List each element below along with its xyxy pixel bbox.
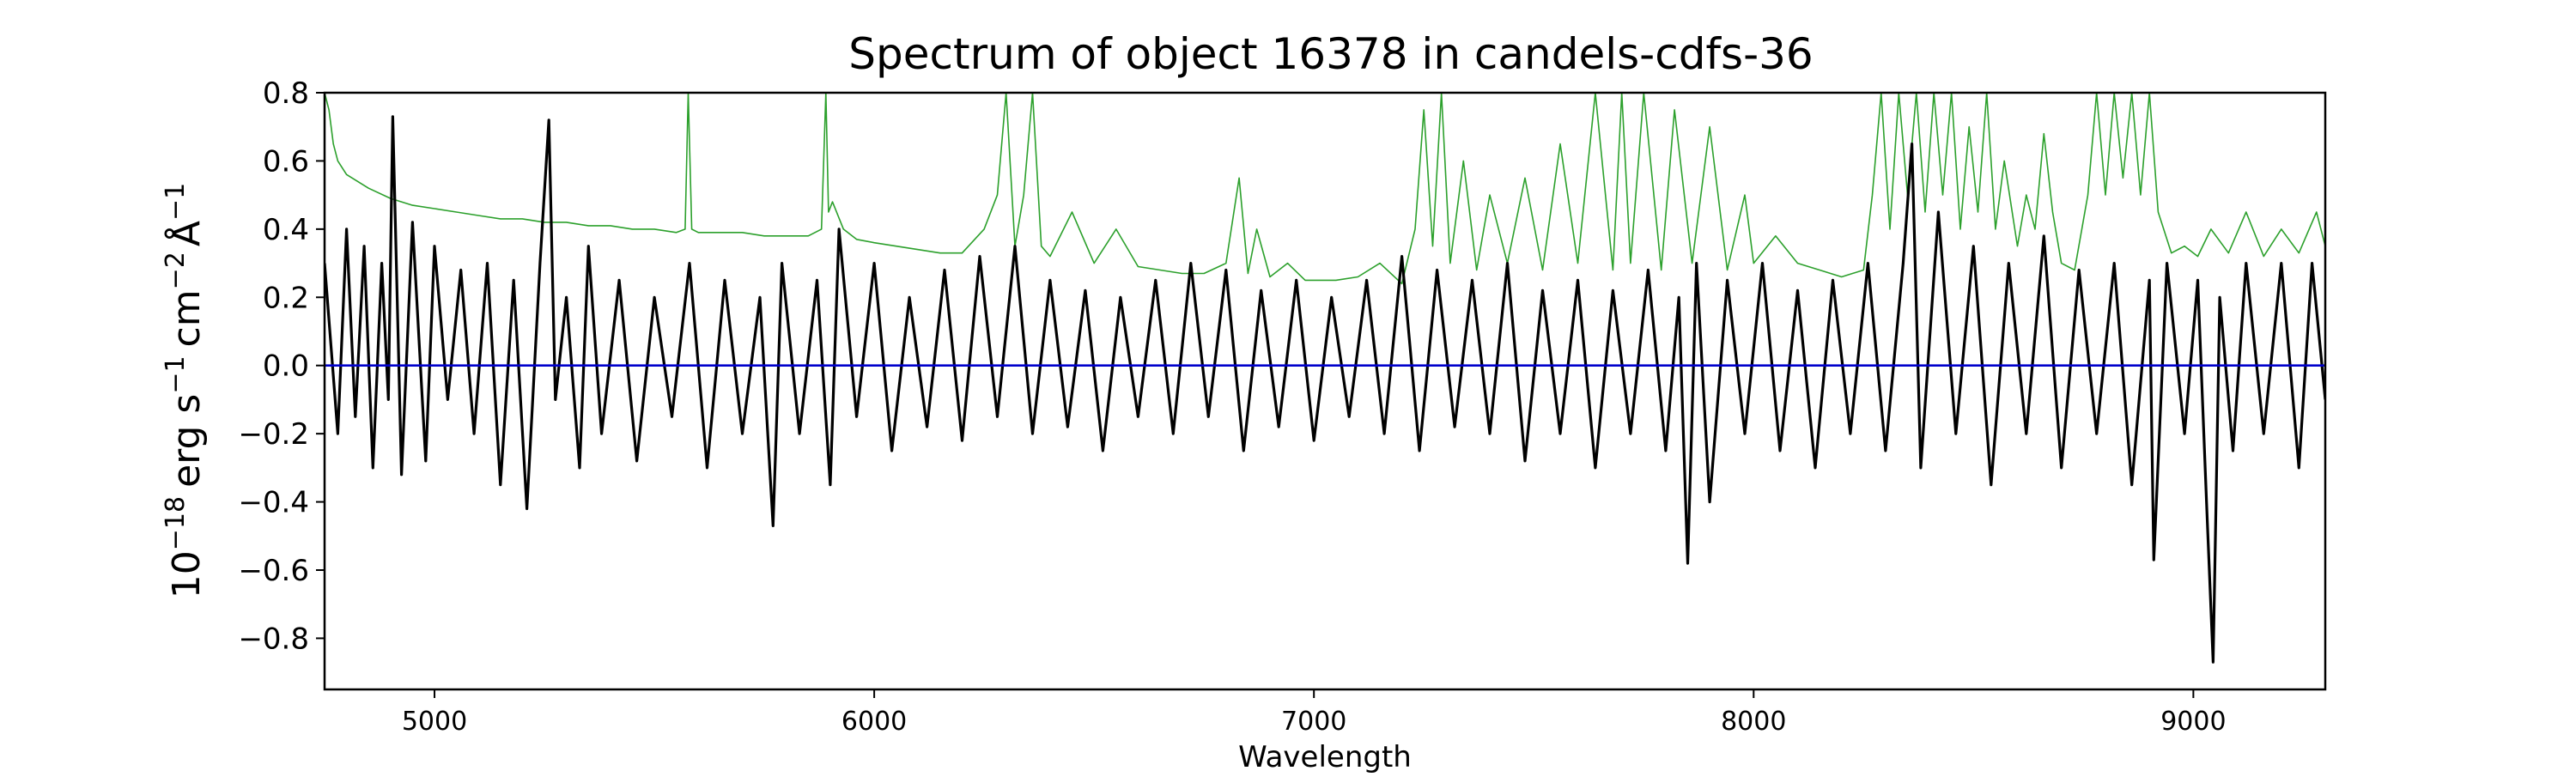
x-tick-label: 7000: [1281, 707, 1346, 737]
y-tick-label: 0.2: [263, 281, 309, 315]
series-line-flux: [325, 115, 2325, 664]
y-tick-label: −0.8: [238, 622, 309, 656]
plot-frame: [323, 91, 2327, 691]
y-tick-label: −0.2: [238, 417, 309, 452]
x-tick-label: 5000: [402, 707, 467, 737]
y-label-cm: cm: [165, 289, 209, 347]
x-axis-label: Wavelength: [1238, 740, 1412, 773]
y-label-a: Å: [163, 221, 209, 246]
y-label-exp1: −18: [161, 496, 191, 550]
y-tick-label: 0.0: [263, 349, 309, 384]
y-tick-label: 0.6: [263, 144, 309, 179]
y-tick-label: −0.4: [238, 486, 309, 520]
series-layer: [325, 93, 2325, 664]
x-axis-ticks: 5000 6000 7000 8000 9000: [402, 689, 2227, 737]
x-tick-label: 8000: [1721, 707, 1786, 737]
y-tick-label: −0.6: [238, 554, 309, 588]
y-label-exp2: −1: [161, 355, 191, 393]
y-tick-label: 0.8: [263, 76, 309, 111]
y-axis-label: 10−18erg s−1cm−2Å−1: [161, 183, 209, 598]
y-axis-ticks: 0.8 0.6 0.4 0.2 0.0 −0.2 −0.4 −0.6 −0.8: [238, 76, 325, 656]
series-line-sky: [325, 93, 2325, 285]
y-label-base: 10: [165, 550, 209, 598]
y-tick-label: 0.4: [263, 213, 309, 247]
x-tick-label: 9000: [2160, 707, 2226, 737]
chart-title: Spectrum of object 16378 in candels-cdfs…: [848, 29, 1814, 79]
y-label-exp4: −1: [161, 183, 191, 221]
y-label-erg: erg s: [165, 394, 209, 488]
y-label-exp3: −2: [161, 252, 191, 289]
x-tick-label: 6000: [841, 707, 907, 737]
